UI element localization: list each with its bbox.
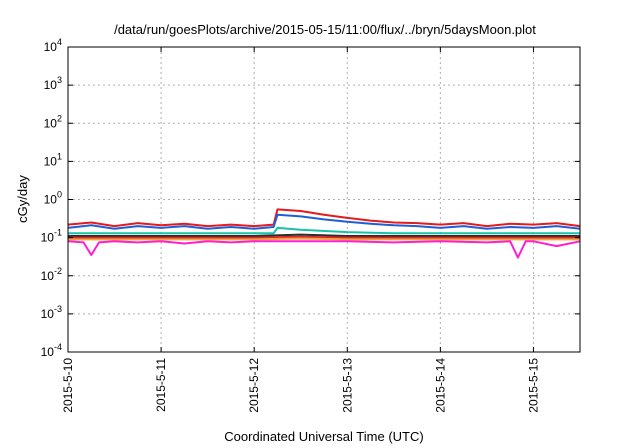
y-tick-label: 102: [44, 113, 62, 130]
x-tick-label: 2015-5-14: [433, 358, 447, 413]
x-tick-label: 2015-5-12: [247, 358, 261, 413]
y-tick-label: 10-2: [41, 266, 62, 283]
series-line-7: [67, 240, 581, 259]
series-line-3: [68, 226, 580, 235]
y-tick-label: 101: [44, 151, 62, 168]
y-axis-label: cGy/day: [15, 175, 30, 223]
x-axis: 2015-5-10 2015-5-11 2015-5-12 2015-5-13 2015…: [61, 47, 540, 413]
y-tick-label: 10-1: [41, 228, 62, 245]
x-tick-label: 2015-5-10: [61, 358, 75, 413]
series-line-6: [68, 237, 580, 241]
y-tick-label: 100: [44, 190, 62, 207]
x-tick-label: 2015-5-13: [340, 358, 354, 413]
y-axis: 10-4 10-3 10-2 10-1 100 101 102 103 104: [41, 37, 580, 359]
series-line-5: [68, 235, 580, 239]
x-tick-label: 2015-5-15: [526, 358, 540, 413]
y-tick-label: 10-4: [41, 342, 62, 359]
y-tick-label: 10-3: [41, 304, 62, 321]
chart-title: /data/run/goesPlots/archive/2015-05-15/1…: [114, 22, 536, 37]
x-tick-label: 2015-5-11: [154, 358, 168, 412]
x-axis-label: Coordinated Universal Time (UTC): [224, 429, 423, 444]
series-line-2: [67, 213, 581, 230]
series-group: [67, 208, 581, 259]
series-line-4: [68, 233, 580, 237]
grid: [68, 47, 580, 352]
series-line-1: [67, 208, 581, 228]
y-tick-label: 103: [44, 75, 62, 92]
y-tick-label: 104: [44, 37, 62, 54]
